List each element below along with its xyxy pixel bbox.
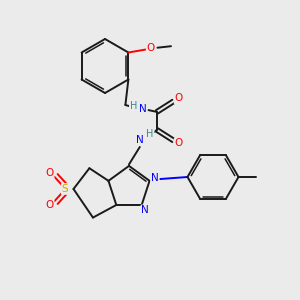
Text: O: O xyxy=(175,138,183,148)
Text: O: O xyxy=(45,168,54,178)
Text: H: H xyxy=(146,129,154,139)
Text: H: H xyxy=(130,101,137,111)
Text: N: N xyxy=(136,135,144,145)
Text: N: N xyxy=(141,206,149,215)
Text: S: S xyxy=(62,184,68,194)
Text: O: O xyxy=(147,43,155,53)
Text: N: N xyxy=(151,173,159,183)
Text: O: O xyxy=(175,93,183,103)
Text: N: N xyxy=(139,104,146,115)
Text: O: O xyxy=(45,200,54,210)
